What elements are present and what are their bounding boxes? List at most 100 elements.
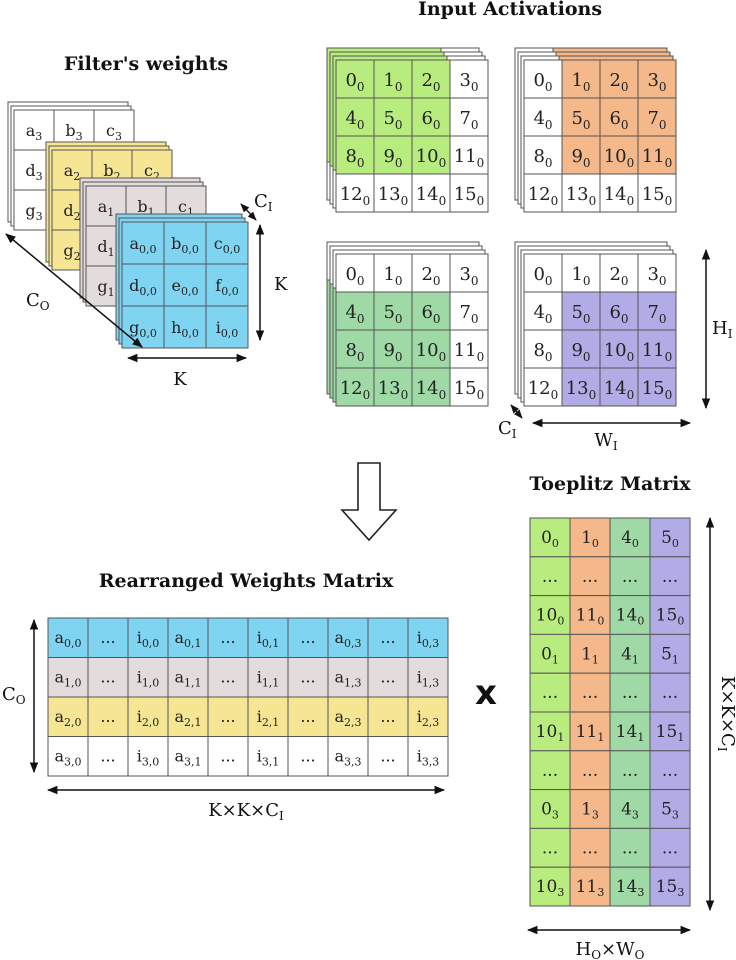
activation-value: 150 bbox=[454, 378, 485, 402]
activation-value: 110 bbox=[454, 146, 485, 170]
toeplitz-title: Toeplitz Matrix bbox=[529, 473, 691, 495]
rearranged-title: Rearranged Weights Matrix bbox=[99, 570, 394, 592]
toeplitz-cell bbox=[649, 750, 691, 791]
k-height-label: K bbox=[274, 274, 288, 295]
toeplitz-cell bbox=[649, 556, 691, 597]
activation-cell bbox=[561, 253, 601, 293]
rearranged-value: i1,1 bbox=[257, 668, 280, 690]
activation-cell bbox=[599, 329, 639, 369]
activation-value: 80 bbox=[533, 340, 552, 364]
activation-value: 00 bbox=[533, 70, 552, 94]
activation-value: 100 bbox=[604, 146, 635, 170]
filter-front-cell bbox=[205, 305, 249, 349]
activation-cell bbox=[637, 97, 677, 137]
activation-value: 80 bbox=[345, 146, 364, 170]
rearranged-value: ... bbox=[380, 668, 395, 687]
activation-cell bbox=[411, 135, 451, 175]
activation-cell bbox=[449, 367, 489, 407]
toeplitz-value: 141 bbox=[616, 722, 645, 744]
activation-value: 50 bbox=[571, 302, 590, 326]
activation-value: 120 bbox=[340, 378, 371, 402]
toeplitz-value: ... bbox=[622, 761, 638, 781]
activation-value: 80 bbox=[533, 146, 552, 170]
rearranged-value: a0,1 bbox=[174, 628, 201, 650]
rearranged-value: a3,0 bbox=[54, 747, 81, 769]
toeplitz-cell bbox=[609, 633, 651, 674]
activation-window-bottom-right: 00 10 20 30 40 50 60 70 80 90 100 110 120 130 140 150 bbox=[514, 241, 677, 407]
toeplitz-value: 53 bbox=[661, 800, 679, 822]
activation-value: 40 bbox=[345, 108, 364, 132]
toeplitz-value: ... bbox=[582, 683, 598, 703]
filter-weight-label: c3 bbox=[106, 121, 122, 143]
activation-value: 90 bbox=[571, 146, 590, 170]
rearranged-cell bbox=[367, 617, 409, 658]
toeplitz-value: 10 bbox=[581, 528, 599, 550]
activation-value: 70 bbox=[647, 302, 666, 326]
rearranged-cell bbox=[247, 696, 289, 737]
activation-value: 40 bbox=[533, 108, 552, 132]
toeplitz-value: 43 bbox=[621, 800, 639, 822]
activation-value: 60 bbox=[609, 302, 628, 326]
activation-value: 110 bbox=[642, 146, 673, 170]
activation-value: 140 bbox=[604, 378, 635, 402]
activation-cell bbox=[523, 253, 563, 293]
toeplitz-cell bbox=[529, 556, 571, 597]
activation-value: 140 bbox=[416, 378, 447, 402]
rearranged-value: a1,1 bbox=[174, 668, 201, 690]
activation-cell bbox=[561, 135, 601, 175]
toeplitz-value: 01 bbox=[541, 644, 559, 666]
toeplitz-value: ... bbox=[542, 838, 558, 858]
toeplitz-cell bbox=[569, 633, 611, 674]
activation-value: 70 bbox=[459, 108, 478, 132]
activation-value: 50 bbox=[383, 108, 402, 132]
toeplitz-value: 110 bbox=[576, 606, 605, 628]
activation-value: 130 bbox=[378, 184, 409, 208]
activation-cell bbox=[449, 253, 489, 293]
filter-front-weight: c0,0 bbox=[214, 234, 240, 256]
toeplitz-matrix: 00 10 40 50......... ... 100 110 140 150 01 11 41 51… bbox=[529, 517, 691, 907]
rearranged-value: i3,0 bbox=[137, 747, 160, 769]
activation-cell bbox=[637, 173, 677, 213]
activation-cell bbox=[449, 135, 489, 175]
filter-front: a0,0 b0,0 c0,0d0,0 e0,0 f0,0g0,0 h0,0 i0,0 bbox=[115, 213, 249, 349]
toeplitz-kkci-label: K×K×CI bbox=[715, 676, 736, 752]
toeplitz-cell bbox=[529, 633, 571, 674]
rearranged-cell bbox=[47, 657, 89, 698]
activation-value: 70 bbox=[459, 302, 478, 326]
rearranged-cell bbox=[247, 657, 289, 698]
activation-cell bbox=[373, 97, 413, 137]
rearranged-value: i0,3 bbox=[417, 628, 440, 650]
rearranged-value: a0,0 bbox=[54, 628, 81, 650]
activation-cell bbox=[411, 59, 451, 99]
rearranged-cell bbox=[207, 736, 249, 777]
filter-front-weight: b0,0 bbox=[171, 234, 199, 256]
toeplitz-value: 101 bbox=[536, 722, 565, 744]
activation-cell bbox=[449, 97, 489, 137]
rearranged-cell bbox=[287, 736, 329, 777]
howo-label: HO×WO bbox=[576, 939, 645, 960]
toeplitz-cell bbox=[609, 595, 651, 635]
filter-front-weight: i0,0 bbox=[216, 318, 239, 340]
co-depth-arrow bbox=[5, 233, 143, 348]
activation-value: 100 bbox=[604, 340, 635, 364]
activation-cell bbox=[373, 253, 413, 293]
activation-cell bbox=[599, 135, 639, 175]
rearranged-value: i0,1 bbox=[257, 628, 280, 650]
activation-cell bbox=[637, 253, 677, 293]
toeplitz-value: 41 bbox=[621, 644, 639, 666]
activation-value: 90 bbox=[383, 340, 402, 364]
ci-filter-arrow bbox=[240, 203, 257, 221]
toeplitz-value: ... bbox=[622, 838, 638, 858]
toeplitz-value: 51 bbox=[661, 644, 679, 666]
rearranged-cell bbox=[407, 617, 449, 658]
toeplitz-value: 03 bbox=[541, 800, 559, 822]
toeplitz-cell bbox=[609, 711, 651, 752]
toeplitz-value: ... bbox=[662, 567, 678, 587]
activation-value: 50 bbox=[571, 108, 590, 132]
filter-front-cell bbox=[205, 221, 249, 265]
filter-weight-label: a1 bbox=[98, 197, 115, 219]
activation-cell bbox=[637, 59, 677, 99]
activation-cell bbox=[561, 367, 601, 407]
rearranged-value: i2,0 bbox=[137, 707, 160, 729]
